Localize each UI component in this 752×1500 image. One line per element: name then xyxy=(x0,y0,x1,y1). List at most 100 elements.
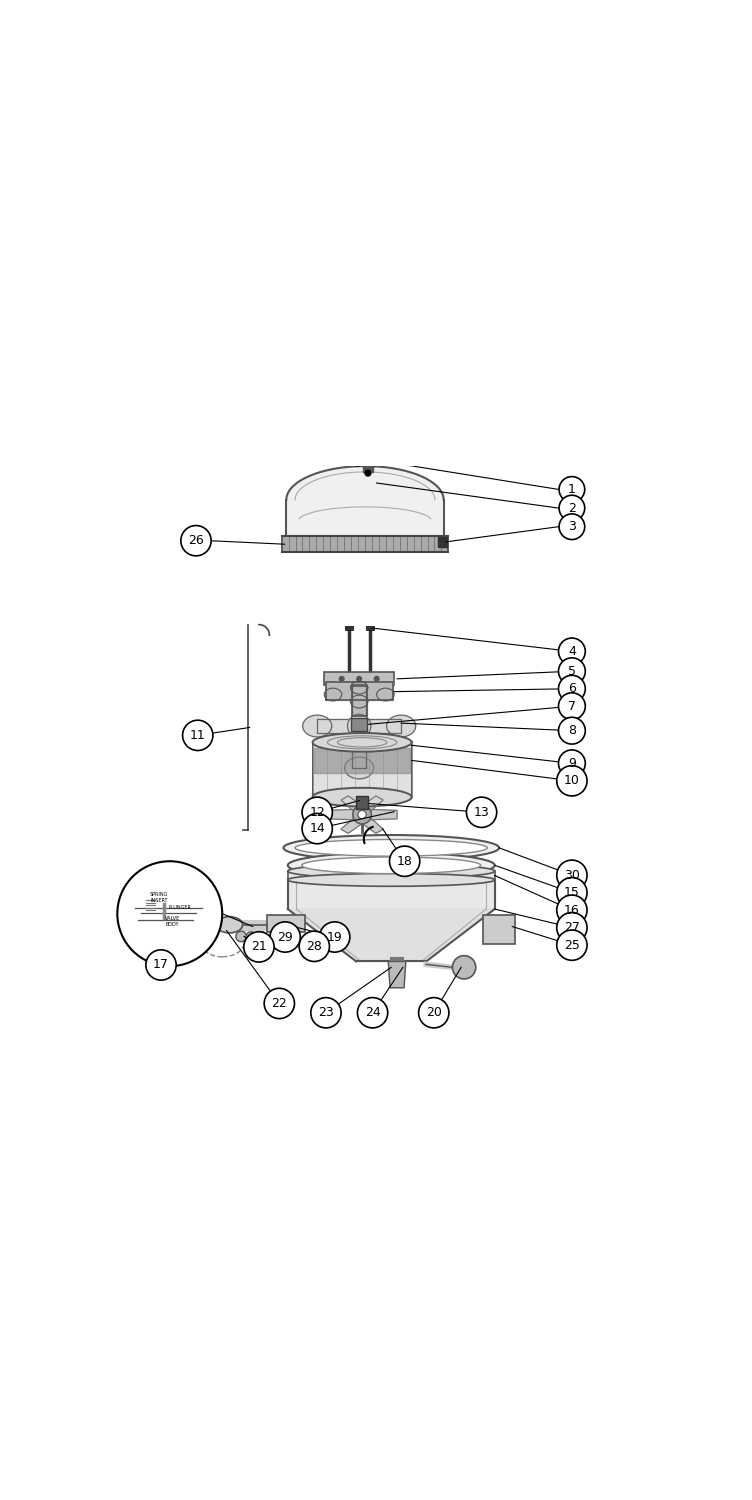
Circle shape xyxy=(302,796,332,828)
Ellipse shape xyxy=(217,916,243,933)
Circle shape xyxy=(339,676,344,681)
Bar xyxy=(438,537,447,546)
Bar xyxy=(483,915,515,944)
Ellipse shape xyxy=(313,734,411,752)
Circle shape xyxy=(257,932,266,940)
Circle shape xyxy=(358,810,366,819)
Circle shape xyxy=(559,717,585,744)
Bar xyxy=(314,748,411,772)
Bar xyxy=(363,465,372,472)
Bar xyxy=(288,871,495,880)
Polygon shape xyxy=(360,796,384,812)
Circle shape xyxy=(365,470,371,476)
Ellipse shape xyxy=(288,864,495,879)
Ellipse shape xyxy=(302,716,332,736)
Text: 6: 6 xyxy=(568,682,576,694)
Polygon shape xyxy=(341,818,364,834)
Text: 25: 25 xyxy=(564,939,580,951)
Circle shape xyxy=(299,932,329,962)
Text: 5: 5 xyxy=(568,664,576,678)
Polygon shape xyxy=(360,818,384,834)
Circle shape xyxy=(390,846,420,876)
Polygon shape xyxy=(368,810,397,820)
Text: 26: 26 xyxy=(188,534,204,548)
Text: 12: 12 xyxy=(309,806,325,819)
Bar xyxy=(351,718,367,730)
Circle shape xyxy=(556,859,587,891)
Bar xyxy=(356,796,368,808)
Circle shape xyxy=(559,495,585,520)
Text: PLUNGER: PLUNGER xyxy=(168,904,192,910)
Bar xyxy=(267,915,305,933)
Circle shape xyxy=(183,720,213,750)
Ellipse shape xyxy=(344,674,374,694)
Circle shape xyxy=(311,998,341,1028)
Text: SPRING
INSERT: SPRING INSERT xyxy=(150,892,168,903)
Circle shape xyxy=(354,722,364,730)
Polygon shape xyxy=(317,718,353,734)
Text: 27: 27 xyxy=(564,921,580,934)
Bar xyxy=(365,626,374,630)
Text: 30: 30 xyxy=(564,868,580,882)
Polygon shape xyxy=(341,796,364,812)
Text: 18: 18 xyxy=(397,855,413,867)
Text: 13: 13 xyxy=(474,806,490,819)
Text: VALVE
BODY: VALVE BODY xyxy=(165,916,180,927)
Circle shape xyxy=(347,714,371,738)
Text: 28: 28 xyxy=(306,940,323,952)
Circle shape xyxy=(559,750,585,777)
Polygon shape xyxy=(313,742,411,796)
Text: 24: 24 xyxy=(365,1007,381,1020)
Circle shape xyxy=(320,922,350,952)
Polygon shape xyxy=(352,686,367,716)
Polygon shape xyxy=(326,682,393,700)
Ellipse shape xyxy=(313,788,411,807)
Circle shape xyxy=(556,765,587,796)
Polygon shape xyxy=(388,962,406,987)
Circle shape xyxy=(352,454,363,466)
Ellipse shape xyxy=(344,758,374,778)
Circle shape xyxy=(264,988,295,1018)
Text: 16: 16 xyxy=(564,903,580,916)
Ellipse shape xyxy=(288,852,495,877)
Circle shape xyxy=(353,806,371,824)
Circle shape xyxy=(559,638,585,664)
Circle shape xyxy=(117,861,223,966)
Circle shape xyxy=(559,514,585,540)
Text: 20: 20 xyxy=(426,1007,441,1020)
Circle shape xyxy=(559,477,585,502)
Circle shape xyxy=(466,796,497,828)
Circle shape xyxy=(559,658,585,684)
Text: 7: 7 xyxy=(568,699,576,712)
Bar xyxy=(344,626,353,630)
Text: 14: 14 xyxy=(309,822,325,836)
Circle shape xyxy=(374,676,379,681)
Circle shape xyxy=(559,675,585,702)
Circle shape xyxy=(556,896,587,926)
Circle shape xyxy=(357,676,362,681)
Circle shape xyxy=(146,950,176,980)
Ellipse shape xyxy=(350,681,368,694)
Ellipse shape xyxy=(377,688,394,700)
Text: 3: 3 xyxy=(568,520,576,532)
Text: 9: 9 xyxy=(568,758,576,770)
Circle shape xyxy=(270,922,300,952)
Polygon shape xyxy=(288,880,495,909)
Polygon shape xyxy=(352,732,366,768)
Polygon shape xyxy=(365,718,401,734)
Text: 10: 10 xyxy=(564,774,580,788)
Circle shape xyxy=(236,932,247,942)
Bar xyxy=(282,536,448,552)
Circle shape xyxy=(453,956,476,980)
Ellipse shape xyxy=(350,694,368,708)
Circle shape xyxy=(419,998,449,1028)
Polygon shape xyxy=(327,810,356,820)
Ellipse shape xyxy=(387,716,416,736)
Text: 2: 2 xyxy=(568,501,576,515)
Circle shape xyxy=(244,932,274,962)
Polygon shape xyxy=(352,684,366,720)
Text: 19: 19 xyxy=(327,930,343,944)
Circle shape xyxy=(556,912,587,944)
Circle shape xyxy=(357,998,388,1028)
Text: 8: 8 xyxy=(568,724,576,736)
